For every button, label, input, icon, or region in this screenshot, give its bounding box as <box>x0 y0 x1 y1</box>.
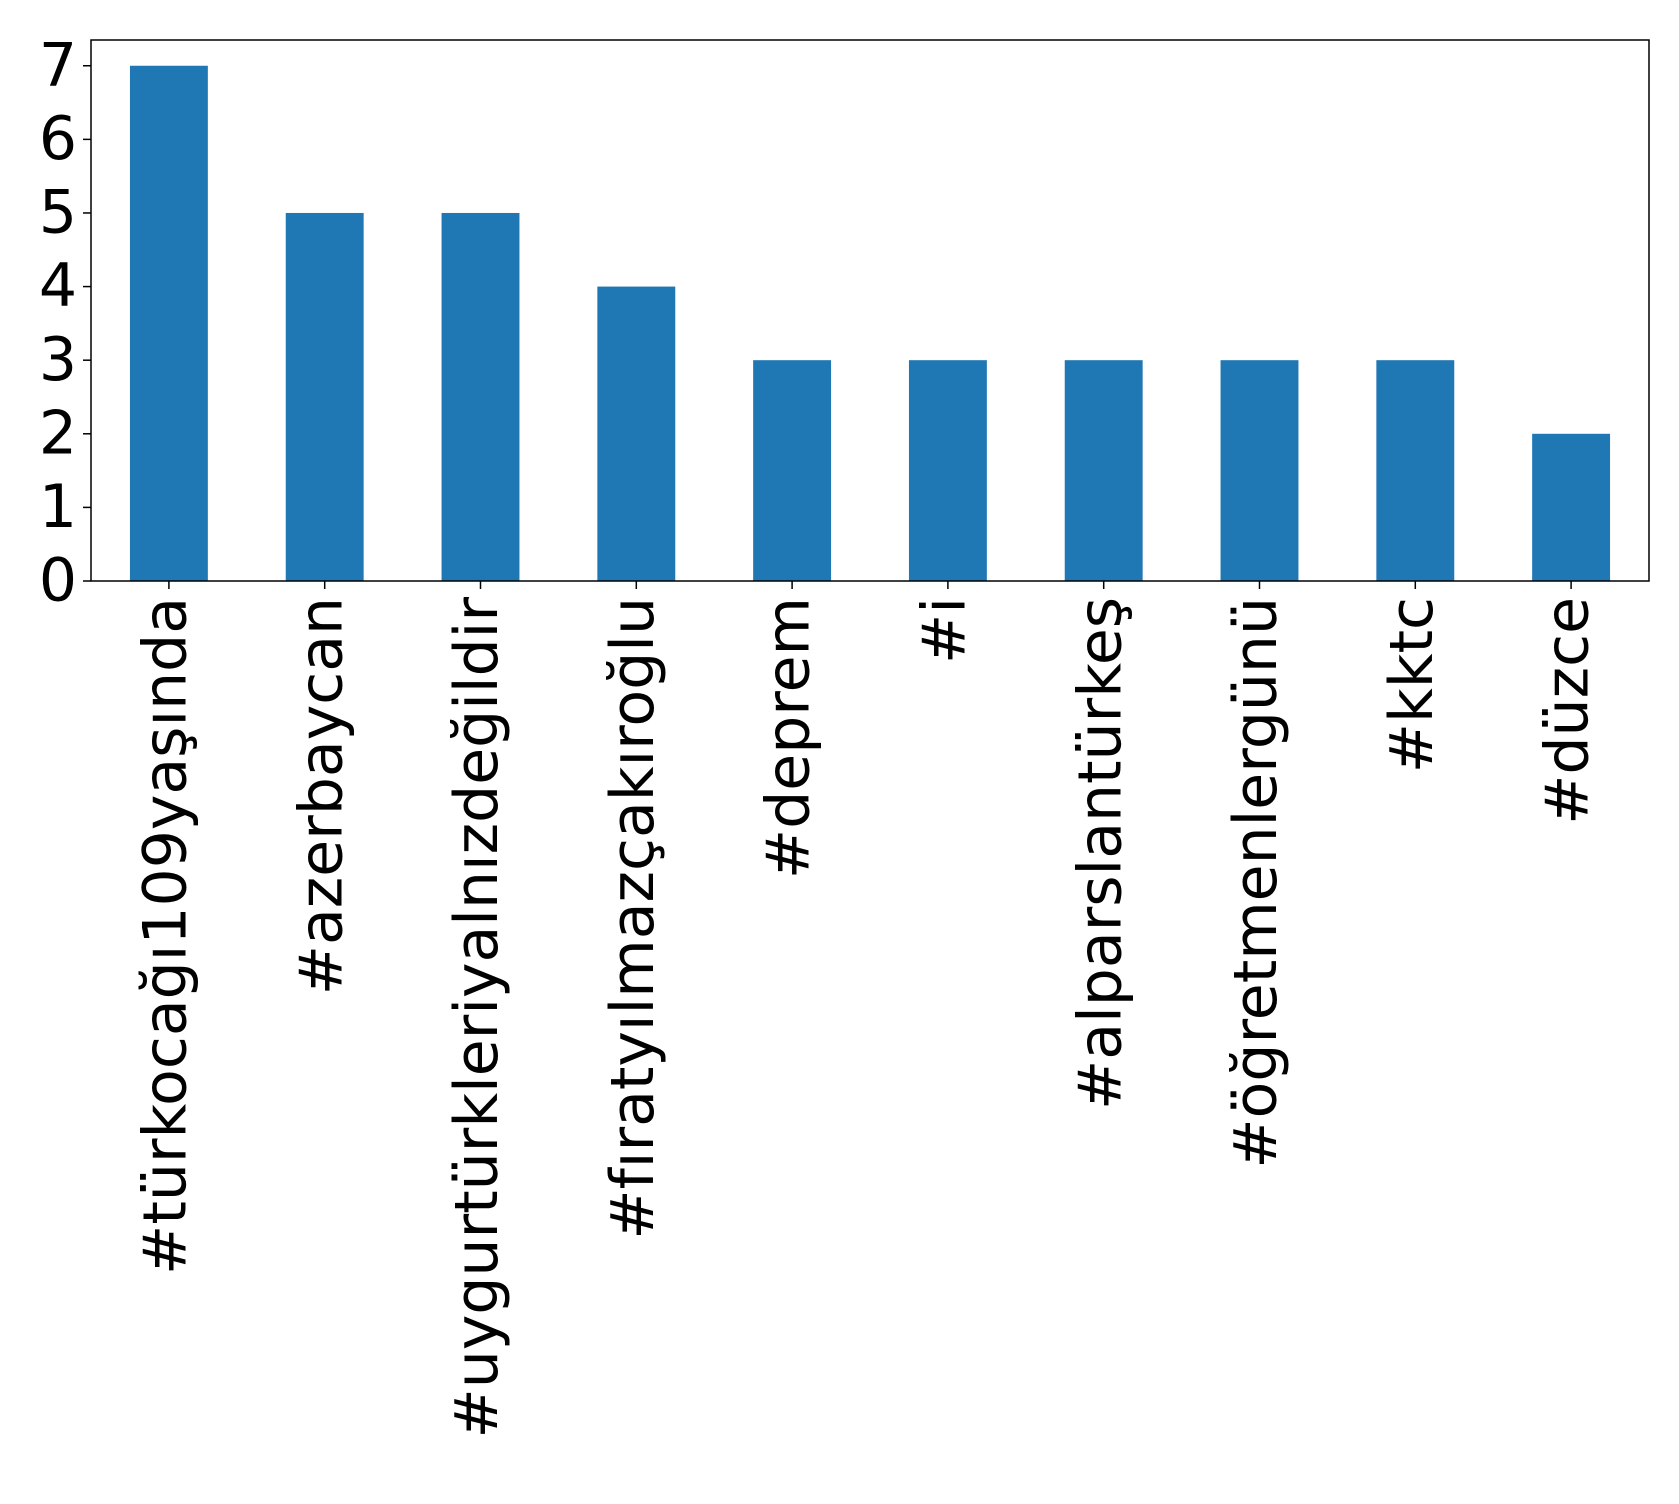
y-tick-label: 7 <box>39 30 77 100</box>
y-tick-label: 4 <box>39 251 77 321</box>
x-tick-label: #kktc <box>1377 597 1447 773</box>
y-tick-label: 1 <box>39 472 77 542</box>
x-tick-label: #fıratyılmazçakıroğlu <box>598 597 668 1240</box>
x-tick-label: #düzce <box>1533 597 1603 825</box>
x-tick-label: #türkocağı109yaşında <box>130 597 200 1275</box>
bar <box>129 65 208 581</box>
y-tick-label: 2 <box>39 398 77 468</box>
plot-frame <box>90 39 1650 582</box>
y-tick-label: 5 <box>39 178 77 248</box>
x-tick-label: #uygurtürkleriyalnızdeğildir <box>442 597 512 1439</box>
bar <box>285 212 364 582</box>
x-tick-label: #azerbaycan <box>286 597 356 995</box>
bar <box>1220 360 1299 581</box>
bar <box>753 360 832 581</box>
x-tick-label: #i <box>909 597 979 664</box>
bar <box>1064 360 1143 581</box>
bar <box>441 212 520 582</box>
bar <box>908 360 987 581</box>
bar <box>1376 360 1455 581</box>
x-tick-label: #deprem <box>754 597 824 879</box>
y-tick-label: 0 <box>39 546 77 616</box>
bar <box>597 286 676 581</box>
x-tick-label: #öğretmenlergünü <box>1221 597 1291 1169</box>
bar <box>1532 433 1611 581</box>
x-tick-label: #alparslantürkeş <box>1065 597 1135 1110</box>
y-tick-label: 6 <box>39 104 77 174</box>
y-tick-label: 3 <box>39 325 77 395</box>
